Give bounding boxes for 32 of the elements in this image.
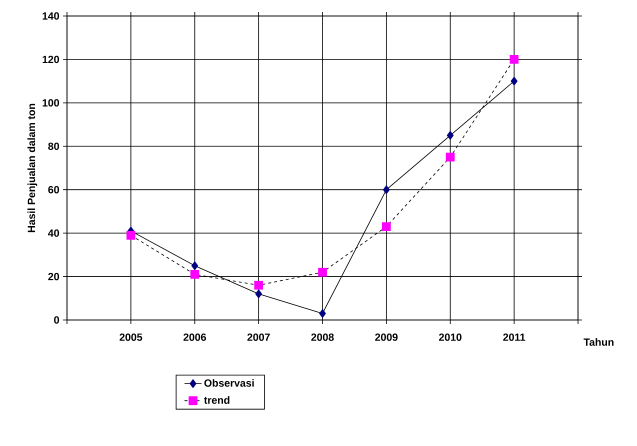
x-tick-label: 2005 (120, 334, 142, 341)
y-tick-label: 0 (54, 316, 60, 324)
x-tick-label: 2010 (438, 334, 462, 341)
x-tick-label: 2011 (503, 334, 526, 341)
legend-label: trend (204, 396, 230, 404)
point (191, 261, 198, 270)
legend-label: Observasi (204, 379, 254, 387)
point (255, 290, 262, 298)
point (382, 185, 390, 194)
point (446, 131, 454, 140)
x-tick-label: 2008 (311, 334, 334, 341)
point (382, 222, 391, 232)
y-tick-label: 40 (48, 229, 60, 237)
y-axis-title: Hasil Penjualan dalam ton (27, 104, 38, 232)
y-tick-label: 20 (48, 272, 60, 280)
point (254, 280, 264, 290)
x-tick-label: 2009 (375, 334, 398, 341)
point (126, 230, 136, 240)
point (319, 309, 326, 318)
point (446, 152, 455, 162)
point (510, 76, 518, 86)
x-tick-label: 2006 (183, 334, 206, 341)
point (510, 55, 519, 64)
y-tick-label: 120 (42, 56, 60, 64)
point (190, 270, 200, 279)
y-tick-label: 140 (42, 12, 60, 20)
x-axis-title: Tahun (584, 338, 614, 346)
y-tick-label: 60 (48, 186, 60, 194)
x-tick-label: 2007 (247, 334, 270, 341)
y-tick-label: 80 (48, 142, 60, 150)
y-tick-label: 100 (42, 99, 60, 107)
point (318, 268, 327, 277)
